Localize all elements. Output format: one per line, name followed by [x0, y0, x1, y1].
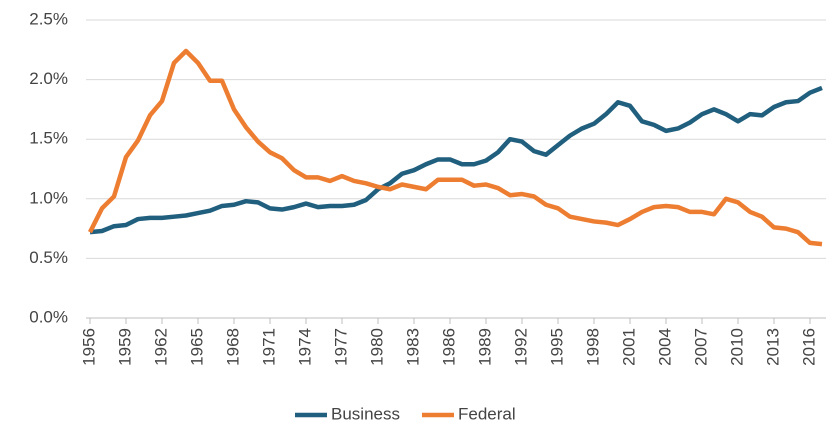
x-tick-label: 1977: [331, 328, 350, 366]
x-tick-label: 1989: [475, 328, 494, 366]
x-tick-label: 1992: [511, 328, 530, 366]
x-tick-label: 1974: [295, 328, 314, 366]
x-tick-label: 2010: [727, 328, 746, 366]
x-tick-label: 1986: [439, 328, 458, 366]
x-tick-label: 2013: [763, 328, 782, 366]
x-tick-label: 1980: [367, 328, 386, 366]
x-tick-label: 2007: [691, 328, 710, 366]
series-line: [87, 48, 823, 247]
x-tick-label: 1968: [223, 328, 242, 366]
x-tick-label: 1965: [187, 328, 206, 366]
x-tick-label: 2004: [655, 328, 674, 366]
y-tick-label: 2.5%: [29, 9, 68, 28]
series-line: [89, 85, 823, 235]
y-tick-label: 2.0%: [29, 69, 68, 88]
x-tick-label: 1998: [583, 328, 602, 366]
y-tick-label: 0.5%: [29, 248, 68, 267]
x-tick-label: 1995: [547, 328, 566, 366]
legend-label: Federal: [458, 404, 516, 423]
x-tick-label: 1962: [151, 328, 170, 366]
x-tick-label: 1983: [403, 328, 422, 366]
y-tick-label: 1.0%: [29, 188, 68, 207]
x-tick-label: 2016: [799, 328, 818, 366]
y-tick-label: 0.0%: [29, 307, 68, 326]
legend-label: Business: [331, 404, 400, 423]
x-tick-label: 1971: [259, 328, 278, 366]
x-tick-label: 1956: [79, 328, 98, 366]
x-tick-label: 1959: [115, 328, 134, 366]
x-tick-label: 2001: [619, 328, 638, 366]
y-tick-label: 1.5%: [29, 129, 68, 148]
